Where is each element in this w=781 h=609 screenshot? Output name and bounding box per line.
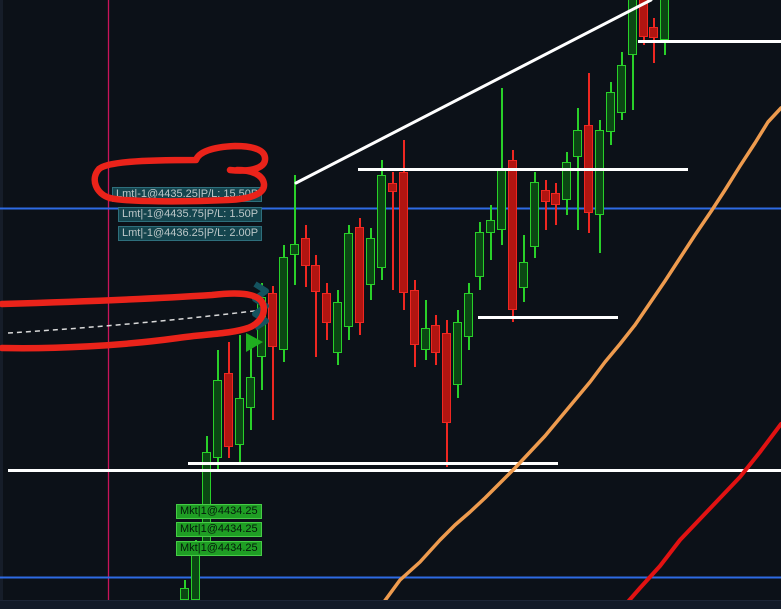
candle-wick (545, 180, 547, 230)
candlestick-down (311, 265, 320, 292)
limit-order-label[interactable]: Lmt|-1@4436.25|P/L: 2.00P (118, 226, 263, 241)
candlestick-up (213, 380, 222, 458)
candlestick-up (562, 162, 571, 200)
candlestick-up (573, 130, 582, 157)
time-axis-strip (0, 600, 781, 609)
candlestick-up (595, 130, 604, 215)
candlestick-up (290, 244, 299, 255)
candlestick-up (628, 0, 637, 55)
candlestick-up (279, 257, 288, 350)
candlestick-up (497, 170, 506, 230)
candlestick-down (224, 373, 233, 447)
candlestick-down (431, 325, 440, 353)
candlestick-up (617, 65, 626, 113)
candlestick-down (508, 160, 517, 310)
candlestick-down (301, 238, 310, 266)
candlestick-down (355, 227, 364, 323)
candlestick-up (191, 549, 200, 600)
candle-wick (653, 18, 655, 63)
candlestick-down (649, 27, 658, 38)
candlestick-down (388, 183, 397, 192)
candlestick-up (453, 322, 462, 385)
candlestick-up (333, 302, 342, 353)
candlestick-up (246, 377, 255, 408)
candle-wick (577, 108, 579, 230)
candle-wick (294, 175, 296, 285)
candlestick-down (322, 293, 331, 323)
candlestick-up (464, 293, 473, 337)
candlestick-down (584, 125, 593, 213)
limit-order-label[interactable]: Lmt|-1@4435.75|P/L: 1.50P (118, 207, 263, 222)
candlestick-up (475, 232, 484, 277)
candlestick-down (551, 193, 560, 205)
market-order-label[interactable]: Mkt|1@4434.25 (176, 541, 262, 556)
candlestick-up (530, 182, 539, 247)
candlestick-down (410, 290, 419, 345)
candle-wick (315, 255, 317, 357)
candlestick-up (606, 92, 615, 132)
candlestick-up (660, 0, 669, 40)
candlestick-up (257, 297, 266, 357)
candlestick-up (366, 238, 375, 285)
candlestick-up (180, 588, 189, 600)
candlestick-up (235, 398, 244, 445)
candlestick-down (399, 172, 408, 293)
candlestick-down (639, 0, 648, 37)
candlestick-up (519, 262, 528, 288)
market-order-label[interactable]: Mkt|1@4434.25 (176, 522, 262, 537)
candlestick-down (442, 333, 451, 423)
candlestick-down (268, 293, 277, 347)
candlestick-up (377, 175, 386, 268)
candlestick-down (541, 190, 550, 202)
market-order-label[interactable]: Mkt|1@4434.25 (176, 504, 262, 519)
limit-order-label[interactable]: Lmt|-1@4435.25|P/L: 15.50P (112, 187, 263, 202)
candle-wick (272, 286, 274, 420)
candlestick-up (344, 233, 353, 327)
candlestick-up (486, 220, 495, 233)
candlestick-up (421, 328, 430, 350)
